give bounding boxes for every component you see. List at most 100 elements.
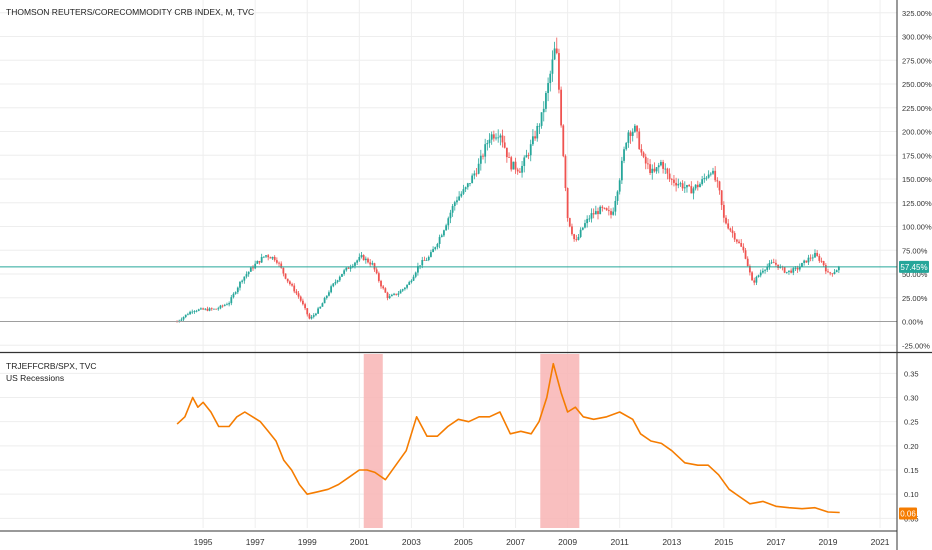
candle-body (490, 134, 493, 140)
candle-body (618, 180, 621, 192)
recession-band (540, 354, 580, 528)
upper-y-tick-label: 0.00% (902, 318, 924, 327)
candle-body (772, 262, 775, 264)
lower-last-value: 0.06 (900, 510, 916, 519)
candle-body (762, 270, 764, 273)
candle-body (512, 161, 515, 170)
candle-body (547, 83, 549, 94)
candle-body (347, 267, 350, 269)
candle-body (508, 157, 510, 158)
candle-body (414, 272, 417, 277)
candle-body (653, 168, 656, 172)
candle-body (341, 273, 343, 277)
candle-body (449, 212, 452, 219)
candle-body (304, 304, 306, 309)
candle-body (471, 175, 474, 184)
candle-body (716, 180, 719, 182)
upper-last-value-badge: 57.45% (899, 260, 929, 273)
candle-body (260, 256, 263, 263)
candle-body (620, 160, 623, 181)
candle-body (748, 265, 751, 273)
candle-body (733, 233, 736, 240)
candle-body (464, 187, 467, 190)
candle-body (425, 260, 428, 261)
candle-body (393, 293, 395, 295)
candle-body (299, 296, 302, 301)
lower-y-tick-label: 0.35 (904, 369, 919, 378)
candle-body (696, 184, 699, 188)
candle-body (362, 255, 365, 261)
candle-body (377, 273, 380, 281)
candle-body (503, 142, 506, 148)
candle-body (343, 270, 346, 274)
candle-body (822, 261, 825, 266)
x-tick-label: 1999 (298, 537, 317, 547)
candle-body (725, 217, 727, 224)
candle-body (571, 226, 573, 235)
candle-body (282, 267, 285, 274)
candle-body (406, 284, 408, 288)
candle-body (239, 281, 241, 288)
candle-body (792, 268, 795, 273)
candle-body (241, 280, 244, 282)
candle-body (312, 315, 315, 317)
candle-body (382, 286, 385, 289)
candle-body (566, 188, 569, 219)
candle-body (607, 210, 610, 212)
candle-body (306, 308, 309, 315)
candle-body (358, 256, 361, 261)
candle-body (432, 249, 434, 253)
x-tick-label: 2021 (871, 537, 890, 547)
candle-body (568, 218, 571, 227)
candle-body (686, 185, 688, 188)
candle-body (234, 292, 237, 294)
candle-body (837, 266, 840, 271)
candle-body (265, 255, 267, 257)
candle-body (612, 211, 615, 215)
candle-body (310, 316, 313, 319)
candle-body (364, 258, 367, 261)
candle-body (386, 292, 389, 299)
candle-body (184, 314, 187, 318)
upper-y-tick-label: 100.00% (902, 223, 932, 232)
candle-body (317, 308, 319, 314)
candle-body (284, 273, 287, 279)
upper-y-tick-label: 150.00% (902, 175, 932, 184)
candle-body (605, 208, 608, 211)
candle-body (345, 267, 348, 271)
candle-body (532, 136, 534, 145)
candle-body (230, 297, 233, 304)
candle-body (827, 271, 829, 273)
candle-body (768, 263, 771, 267)
candle-body (540, 112, 543, 126)
lower-y-tick-label: 0.10 (904, 490, 919, 499)
candle-body (657, 165, 660, 168)
candle-body (538, 125, 541, 127)
candle-body (200, 308, 202, 310)
candle-body (534, 136, 536, 139)
candle-body (670, 179, 673, 180)
candle-body (829, 272, 832, 274)
lower-y-tick-label: 0.20 (904, 442, 919, 451)
x-tick-label: 2019 (819, 537, 838, 547)
candle-body (536, 125, 539, 139)
candle-body (505, 147, 508, 158)
candle-body (302, 300, 304, 305)
candle-body (731, 230, 734, 234)
candle-body (798, 266, 801, 270)
candle-body (722, 205, 725, 218)
candle-body (575, 239, 578, 240)
candle-body (521, 165, 523, 173)
candle-body (403, 287, 406, 290)
candle-body (217, 308, 220, 310)
candle-body (755, 276, 758, 283)
candle-body (649, 164, 651, 174)
candle-body (714, 170, 717, 181)
candle-body (453, 202, 456, 207)
candle-body (718, 181, 721, 191)
candle-body (558, 53, 560, 90)
candle-body (228, 303, 231, 305)
candle-body (221, 305, 224, 307)
candle-body (417, 266, 419, 273)
